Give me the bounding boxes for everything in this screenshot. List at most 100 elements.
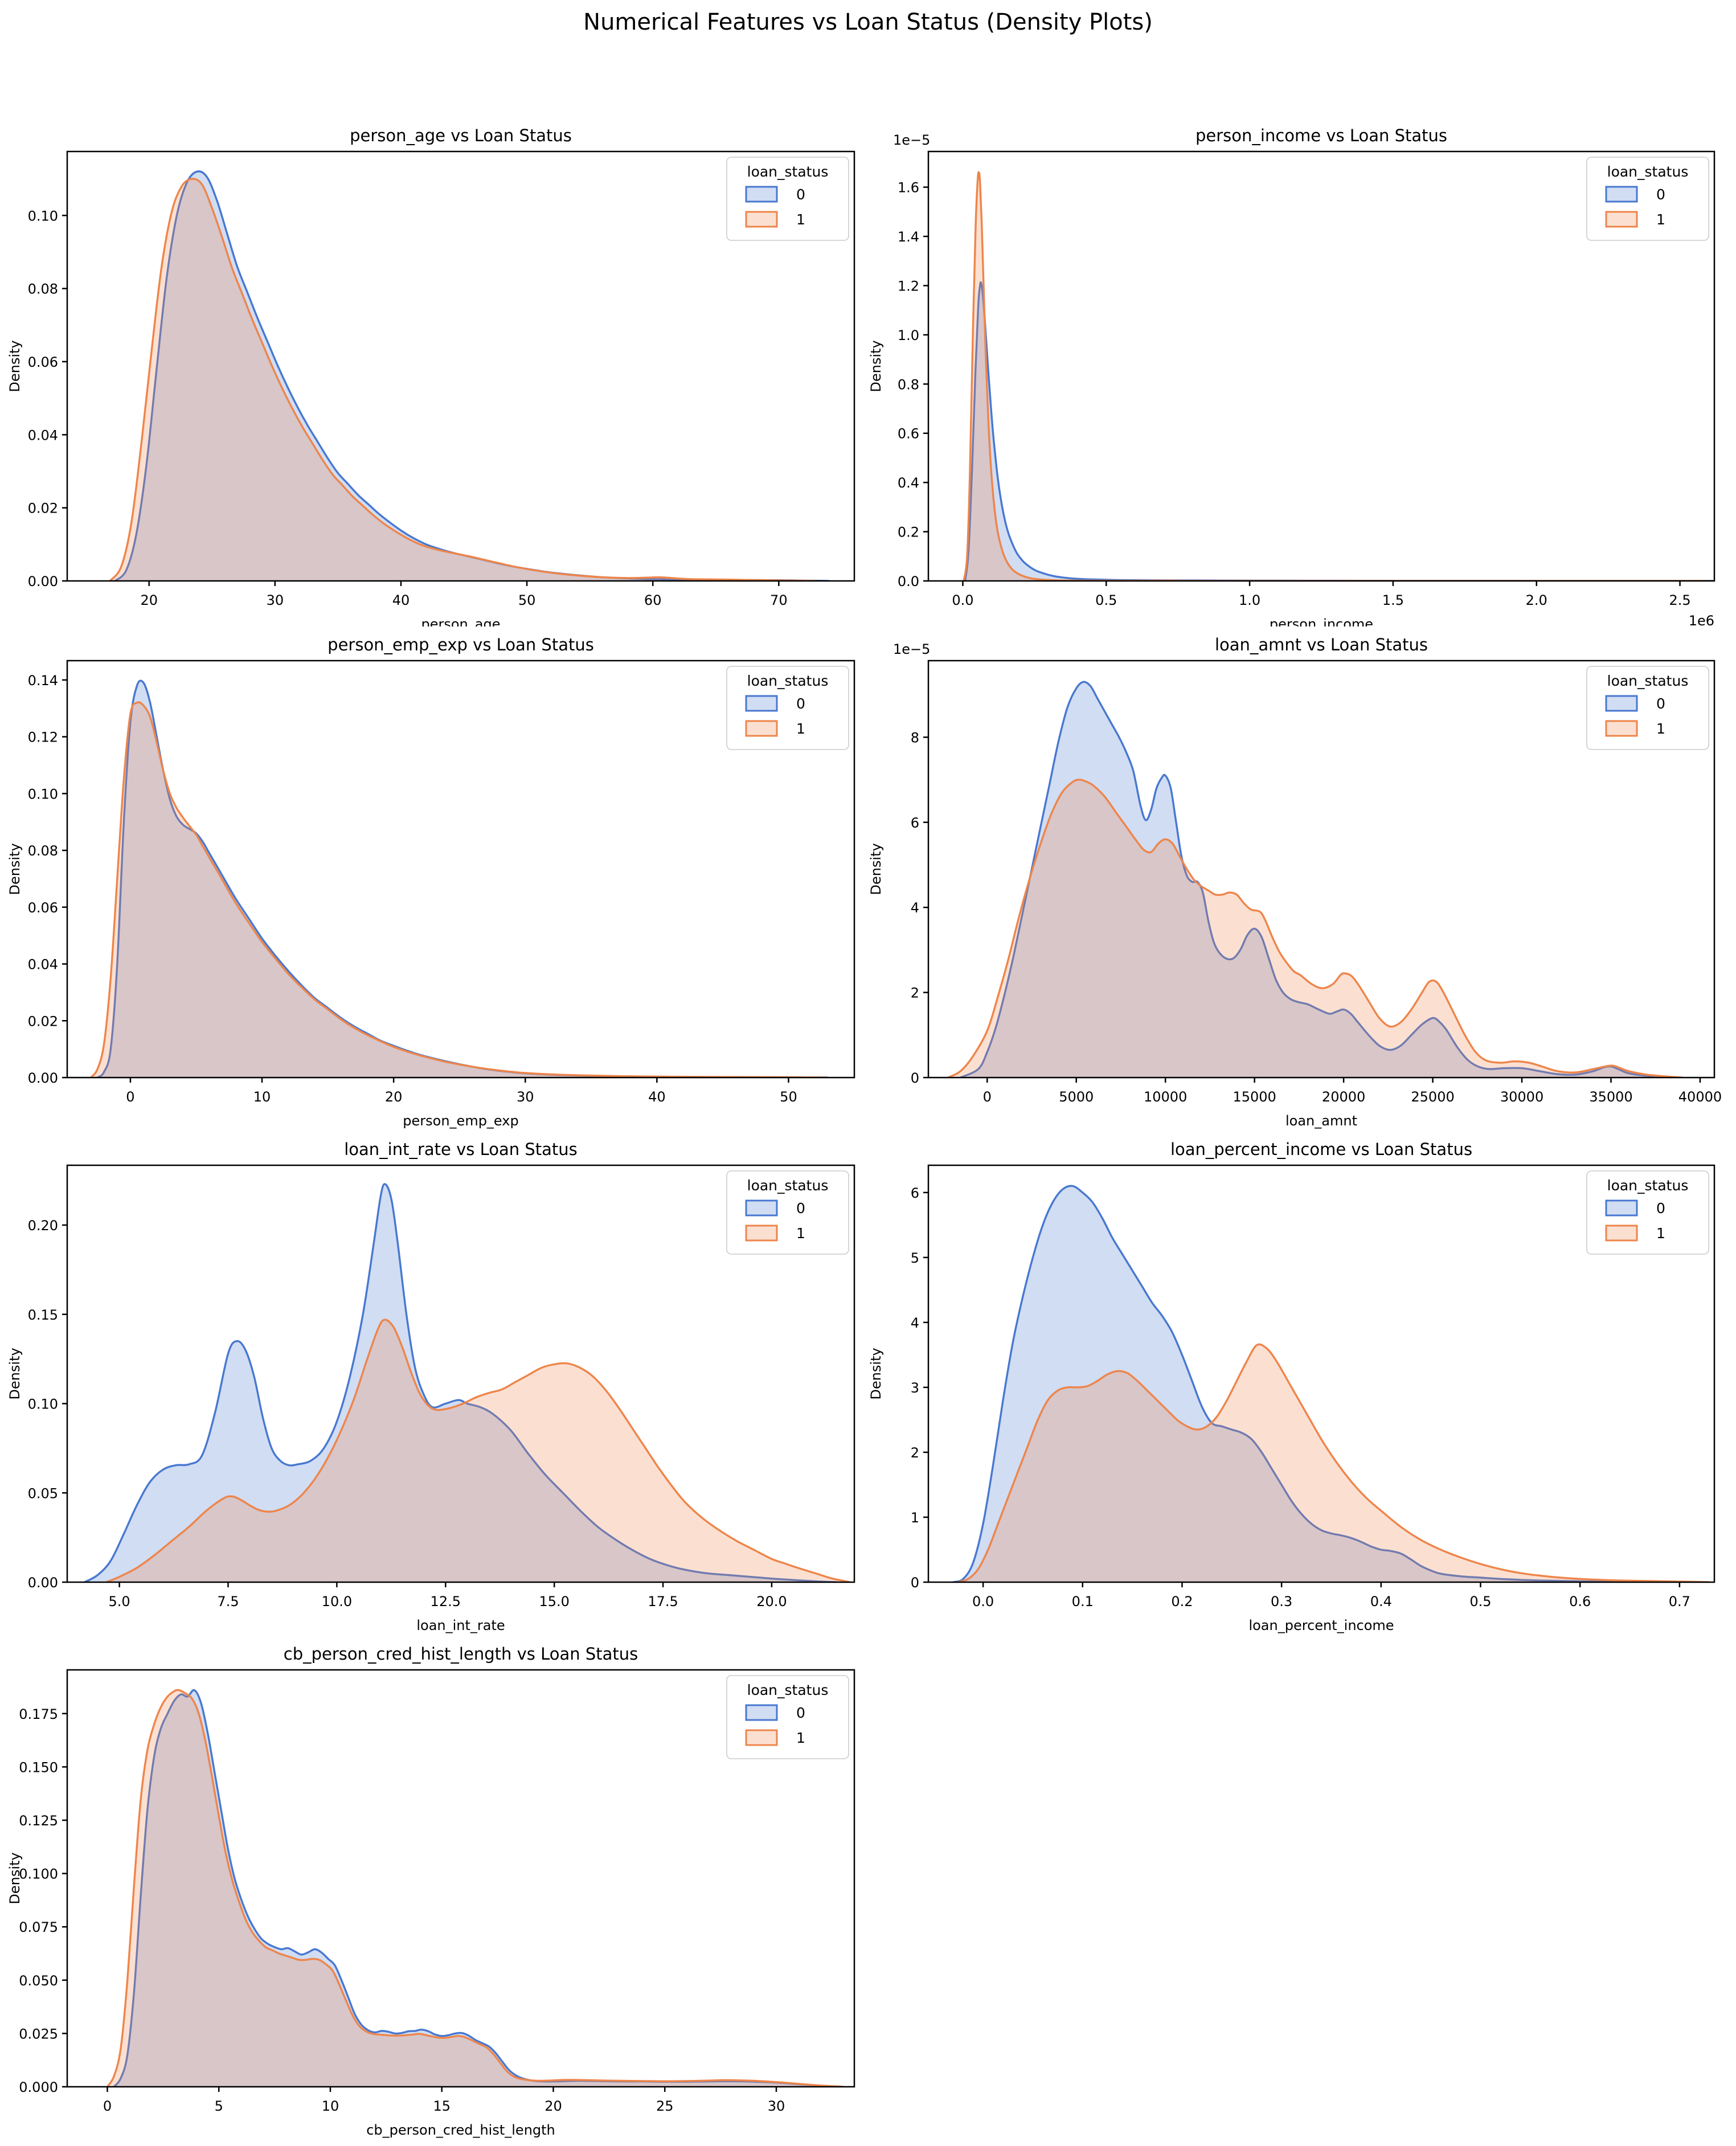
x-tick-label: 20 [544,2098,562,2114]
x-tick-label: 0.3 [1271,1594,1292,1610]
x-tick-label: 15.0 [539,1594,569,1610]
subplot-title-person_age: person_age vs Loan Status [350,126,572,145]
density-line-status-0 [964,281,1714,581]
figure-title: Numerical Features vs Loan Status (Densi… [583,9,1153,35]
legend-swatch-status-0 [745,186,778,203]
axes-spines [927,150,1715,582]
legend-swatch-status-1 [1605,720,1638,737]
subplot-loan_percent_income: loan_percent_income vs Loan Status 0.0 0.1… [868,1140,1715,1633]
y-tick-label: 0.20 [28,1218,58,1234]
axes-spines [66,150,855,582]
legend-entry-label: 0 [796,695,805,712]
legend-entry-label: 0 [1656,186,1665,203]
legend-title: loan_status [747,1177,829,1194]
x-tick-label: 30000 [1500,1089,1543,1105]
axes-spines [927,660,1715,1079]
subplot-cb_person_cred_hist_length: cb_person_cred_hist_length vs Loan Statu… [7,1644,855,2138]
y-tick-label: 0.125 [19,1813,58,1829]
density-line-status-1 [957,1343,1710,1582]
legend-box [1586,1170,1709,1255]
plot-area-cb_person_cred_hist_length [107,1689,844,2087]
legend-entry-label: 0 [1656,695,1665,712]
y-tick-label: 3 [911,1380,919,1396]
legend-swatch-status-0 [1605,186,1638,203]
density-fill-status-0 [965,282,1714,581]
legend-box [726,1675,849,1759]
legend-swatch-status-1 [745,720,778,737]
y-axis-label: Density [868,340,884,392]
x-tick-label: 2.5 [1669,592,1690,608]
y-tick-label: 6 [911,1185,919,1201]
y-tick-label: 0.02 [28,1013,58,1029]
x-tick-label: 20 [385,1089,403,1105]
y-axis-label: Density [7,1348,23,1399]
density-fill-status-0 [97,681,828,1078]
legend-swatch-status-1 [1605,1224,1638,1242]
axes-spines [927,1164,1715,1583]
density-fill-status-0 [960,682,1682,1078]
x-offset-label: 1e6 [1689,613,1714,626]
subplot-title-person_emp_exp: person_emp_exp vs Loan Status [327,635,594,654]
legend-entry-label: 0 [796,1705,805,1721]
density-fill-status-0 [953,1186,1680,1582]
subplot-title-cb_person_cred_hist_length: cb_person_cred_hist_length vs Loan Statu… [284,1644,638,1664]
y-tick-label: 0.12 [28,730,58,746]
density-fill-status-1 [948,780,1682,1078]
y-axis-label: Density [868,1348,884,1399]
density-fill-status-1 [91,702,828,1078]
legend-entry-label: 1 [796,211,805,228]
y-tick-label: 0.000 [19,2079,58,2095]
x-tick-label: 17.5 [648,1594,678,1610]
subplot-title-loan_percent_income: loan_percent_income vs Loan Status [1170,1140,1472,1159]
y-tick-label: 0.00 [28,1070,58,1086]
plot-area-loan_percent_income [953,1185,1710,1582]
legend-swatch-status-1 [1605,211,1638,228]
x-tick-label: 20 [140,592,158,608]
x-tick-label: 0.2 [1171,1594,1193,1610]
density-line-status-1 [109,178,817,581]
legend-box [726,157,849,241]
x-tick-label: 30 [267,592,284,608]
x-tick-label: 0.0 [952,592,973,608]
y-tick-label: 4 [911,1315,919,1331]
x-tick-label: 0.5 [1469,1594,1491,1610]
density-fill-status-1 [958,1344,1710,1582]
y-tick-label: 0.00 [28,1575,58,1591]
x-tick-label: 7.5 [217,1594,239,1610]
legend-box [1586,666,1709,750]
density-line-status-1 [107,1689,844,2087]
legend-title: loan_status [747,673,829,689]
axes-spines [66,660,855,1079]
x-tick-label: 60 [644,592,662,608]
legend: loan_status 0 1 [1586,666,1709,750]
y-tick-label: 0.10 [28,1396,58,1412]
x-tick-label: 50 [518,592,536,608]
y-tick-label: 0.14 [28,673,58,689]
y-tick-label: 0.08 [28,843,58,859]
x-tick-label: 10 [322,2098,339,2114]
legend: loan_status 0 1 [726,1170,849,1255]
legend: loan_status 0 1 [1586,1170,1709,1255]
y-axis-label: Density [7,340,23,392]
x-tick-label: 20000 [1322,1089,1365,1105]
y-tick-label: 0.075 [19,1919,58,1935]
y-axis-label: Density [868,843,884,895]
y-tick-label: 1.0 [898,327,919,343]
x-tick-label: 40 [392,592,410,608]
legend-entry-label: 1 [796,1225,805,1242]
y-tick-label: 1.2 [898,278,919,294]
x-tick-label: 40 [648,1089,666,1105]
x-tick-label: 0 [126,1089,134,1105]
y-tick-label: 0.100 [19,1866,58,1882]
plot-area-loan_amnt [947,681,1682,1078]
legend-entry-label: 0 [796,186,805,203]
y-tick-label: 4 [911,900,919,916]
y-tick-label: 0.6 [898,426,919,442]
y-tick-label: 0.2 [898,525,919,540]
density-fill-status-1 [106,1320,850,1582]
y-tick-label: 0.4 [898,475,919,491]
y-tick-label: 5 [911,1250,919,1266]
